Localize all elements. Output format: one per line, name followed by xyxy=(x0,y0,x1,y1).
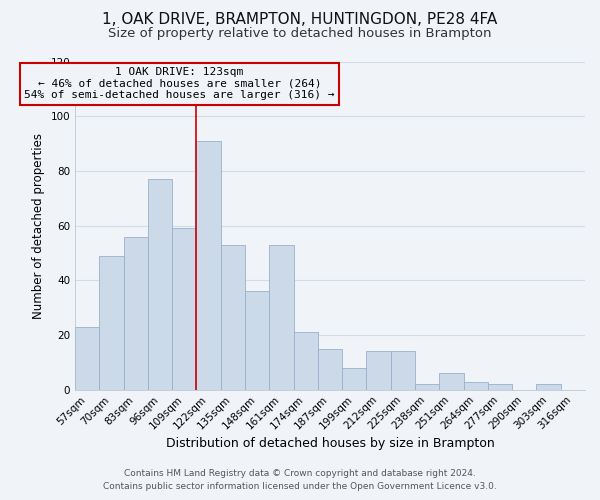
Bar xyxy=(172,228,196,390)
Bar xyxy=(293,332,318,390)
Bar xyxy=(221,245,245,390)
Bar xyxy=(439,374,464,390)
Bar xyxy=(415,384,439,390)
Bar xyxy=(391,352,415,390)
Bar xyxy=(124,236,148,390)
Text: Size of property relative to detached houses in Brampton: Size of property relative to detached ho… xyxy=(108,28,492,40)
Bar xyxy=(269,245,293,390)
Text: 1 OAK DRIVE: 123sqm
← 46% of detached houses are smaller (264)
54% of semi-detac: 1 OAK DRIVE: 123sqm ← 46% of detached ho… xyxy=(24,67,335,100)
X-axis label: Distribution of detached houses by size in Brampton: Distribution of detached houses by size … xyxy=(166,437,494,450)
Bar xyxy=(148,179,172,390)
Text: 1, OAK DRIVE, BRAMPTON, HUNTINGDON, PE28 4FA: 1, OAK DRIVE, BRAMPTON, HUNTINGDON, PE28… xyxy=(103,12,497,28)
Bar xyxy=(318,348,342,390)
Bar xyxy=(488,384,512,390)
Bar xyxy=(245,292,269,390)
Bar xyxy=(342,368,367,390)
Bar xyxy=(196,141,221,390)
Bar xyxy=(100,256,124,390)
Text: Contains HM Land Registry data © Crown copyright and database right 2024.
Contai: Contains HM Land Registry data © Crown c… xyxy=(103,470,497,491)
Bar xyxy=(464,382,488,390)
Y-axis label: Number of detached properties: Number of detached properties xyxy=(32,132,45,318)
Bar xyxy=(75,327,100,390)
Bar xyxy=(536,384,561,390)
Bar xyxy=(367,352,391,390)
